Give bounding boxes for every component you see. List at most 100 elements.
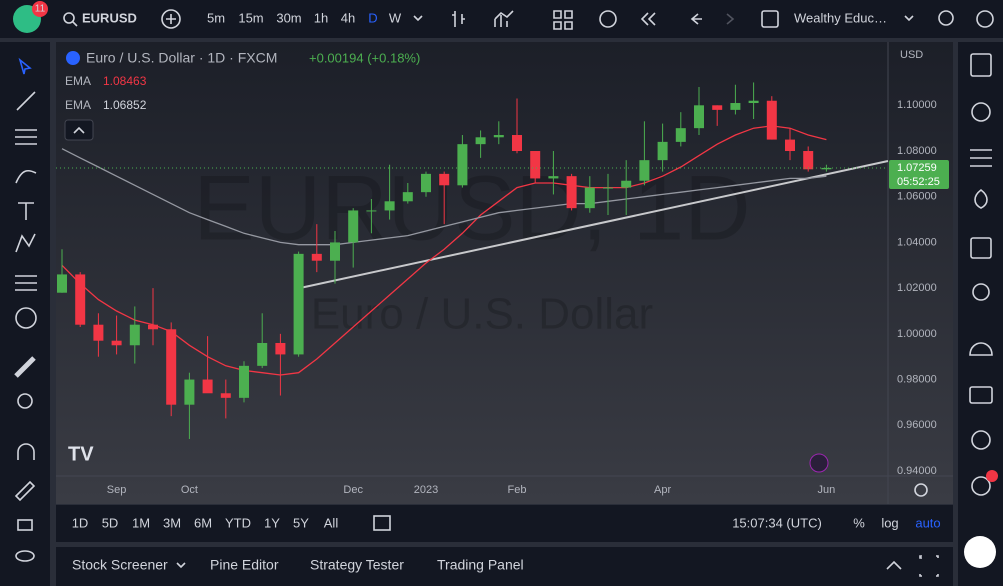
alerts[interactable]	[971, 102, 991, 122]
scale-option[interactable]: log	[881, 515, 898, 530]
left-toolbar	[0, 42, 50, 586]
currency[interactable]: USD	[900, 49, 923, 61]
icons-tool[interactable]	[15, 307, 37, 329]
zoom-tool[interactable]	[17, 393, 33, 409]
interval[interactable]: D	[368, 10, 377, 25]
panel-tab[interactable]: Pine Editor	[210, 557, 279, 573]
calendar[interactable]	[970, 237, 992, 259]
assistant[interactable]	[964, 536, 996, 568]
candle-body	[421, 173, 431, 193]
screener-menu[interactable]	[176, 562, 186, 569]
symbol[interactable]: EURUSD	[82, 10, 137, 25]
y-tick-label: 1.04000	[897, 236, 937, 248]
signals[interactable]	[971, 430, 991, 450]
templates[interactable]	[553, 10, 573, 30]
indicators[interactable]	[494, 10, 514, 27]
streams[interactable]	[969, 342, 993, 356]
layout-icon[interactable]	[761, 10, 779, 28]
search-icon[interactable]	[63, 12, 75, 24]
panel-tab[interactable]: Stock Screener	[72, 557, 168, 573]
chart-title: Euro / U.S. Dollar · 1D · FXCM	[86, 50, 277, 66]
panel-tab[interactable]: Trading Panel	[437, 557, 524, 573]
data-window[interactable]	[970, 149, 992, 167]
range-button[interactable]: 3M	[163, 515, 181, 530]
magnet-tool[interactable]	[17, 443, 35, 460]
trend-line[interactable]	[299, 160, 889, 289]
panel-tab[interactable]: Strategy Tester	[310, 557, 404, 573]
interval[interactable]: 1h	[314, 10, 328, 25]
x-tick-label: Oct	[181, 484, 198, 496]
candle-body	[730, 103, 741, 110]
interval[interactable]: 4h	[341, 10, 355, 25]
text-tool[interactable]	[18, 202, 34, 220]
legend-value: 1.06852	[103, 98, 147, 112]
range-button[interactable]: 5Y	[293, 515, 309, 530]
candle-body	[75, 274, 86, 325]
scale-option[interactable]: auto	[915, 515, 940, 530]
layout-name[interactable]: Wealthy Educ…	[794, 10, 887, 25]
candle-body	[57, 274, 67, 293]
lock-drawings[interactable]	[14, 480, 36, 502]
bar-style[interactable]	[452, 11, 465, 27]
interval[interactable]: 15m	[238, 10, 263, 25]
ideas[interactable]	[972, 283, 990, 301]
candle-body	[712, 105, 723, 110]
range-button[interactable]: 1Y	[264, 515, 280, 530]
quick-search[interactable]	[938, 10, 954, 26]
lock-tool[interactable]	[17, 519, 33, 531]
candle-body	[129, 324, 140, 346]
alert[interactable]	[599, 10, 617, 28]
maximize-panel[interactable]	[886, 560, 902, 570]
candle-body	[166, 329, 177, 405]
ruler-tool[interactable]	[14, 356, 36, 378]
notification-dot	[986, 470, 998, 482]
hide-tool[interactable]	[15, 550, 35, 562]
brush-tool[interactable]	[15, 169, 37, 184]
axis-settings[interactable]	[914, 483, 928, 497]
range-button[interactable]: YTD	[225, 515, 251, 530]
interval-menu[interactable]	[413, 15, 423, 22]
prediction-tool[interactable]	[15, 275, 37, 291]
y-tick-label: 0.98000	[897, 373, 937, 385]
event-icon[interactable]	[809, 453, 829, 473]
watchlist[interactable]	[970, 53, 992, 77]
candle-body	[621, 180, 632, 188]
candle-body	[384, 201, 395, 211]
chats[interactable]	[969, 386, 993, 404]
cursor-tool[interactable]	[18, 57, 32, 75]
interval[interactable]: W	[389, 10, 402, 25]
undo[interactable]	[690, 13, 702, 25]
add-symbol[interactable]	[161, 9, 181, 29]
notifications[interactable]	[971, 476, 991, 496]
candle-body	[657, 141, 668, 161]
trend-line-tool[interactable]	[16, 91, 36, 111]
legend-value: 1.08463	[103, 74, 147, 88]
fib-tool[interactable]	[15, 129, 37, 145]
candle-body	[402, 192, 413, 202]
layout-menu[interactable]	[904, 15, 914, 22]
interval[interactable]: 5m	[207, 10, 225, 25]
range-button[interactable]: 1M	[132, 515, 150, 530]
x-tick-label: 2023	[414, 484, 438, 496]
collapse-button[interactable]	[64, 119, 94, 141]
candle-body	[330, 242, 340, 261]
replay[interactable]	[640, 12, 656, 26]
candle-body	[530, 151, 541, 179]
range-button[interactable]: 1D	[72, 515, 89, 530]
scale-option[interactable]: %	[853, 515, 865, 530]
interval[interactable]: 30m	[276, 10, 301, 25]
candle-body	[512, 135, 522, 152]
candle-body	[566, 176, 577, 209]
settings[interactable]	[976, 10, 994, 28]
range-button[interactable]: 6M	[194, 515, 212, 530]
pattern-tool[interactable]	[15, 233, 36, 253]
hotlists[interactable]	[974, 188, 988, 209]
date-range-icon[interactable]	[373, 515, 391, 531]
range-button[interactable]: All	[324, 515, 339, 530]
candle-body	[257, 342, 268, 366]
symbol-flag	[66, 51, 80, 65]
fullscreen[interactable]	[919, 555, 939, 577]
range-button[interactable]: 5D	[102, 515, 119, 530]
y-tick-label: 1.06000	[897, 191, 937, 203]
